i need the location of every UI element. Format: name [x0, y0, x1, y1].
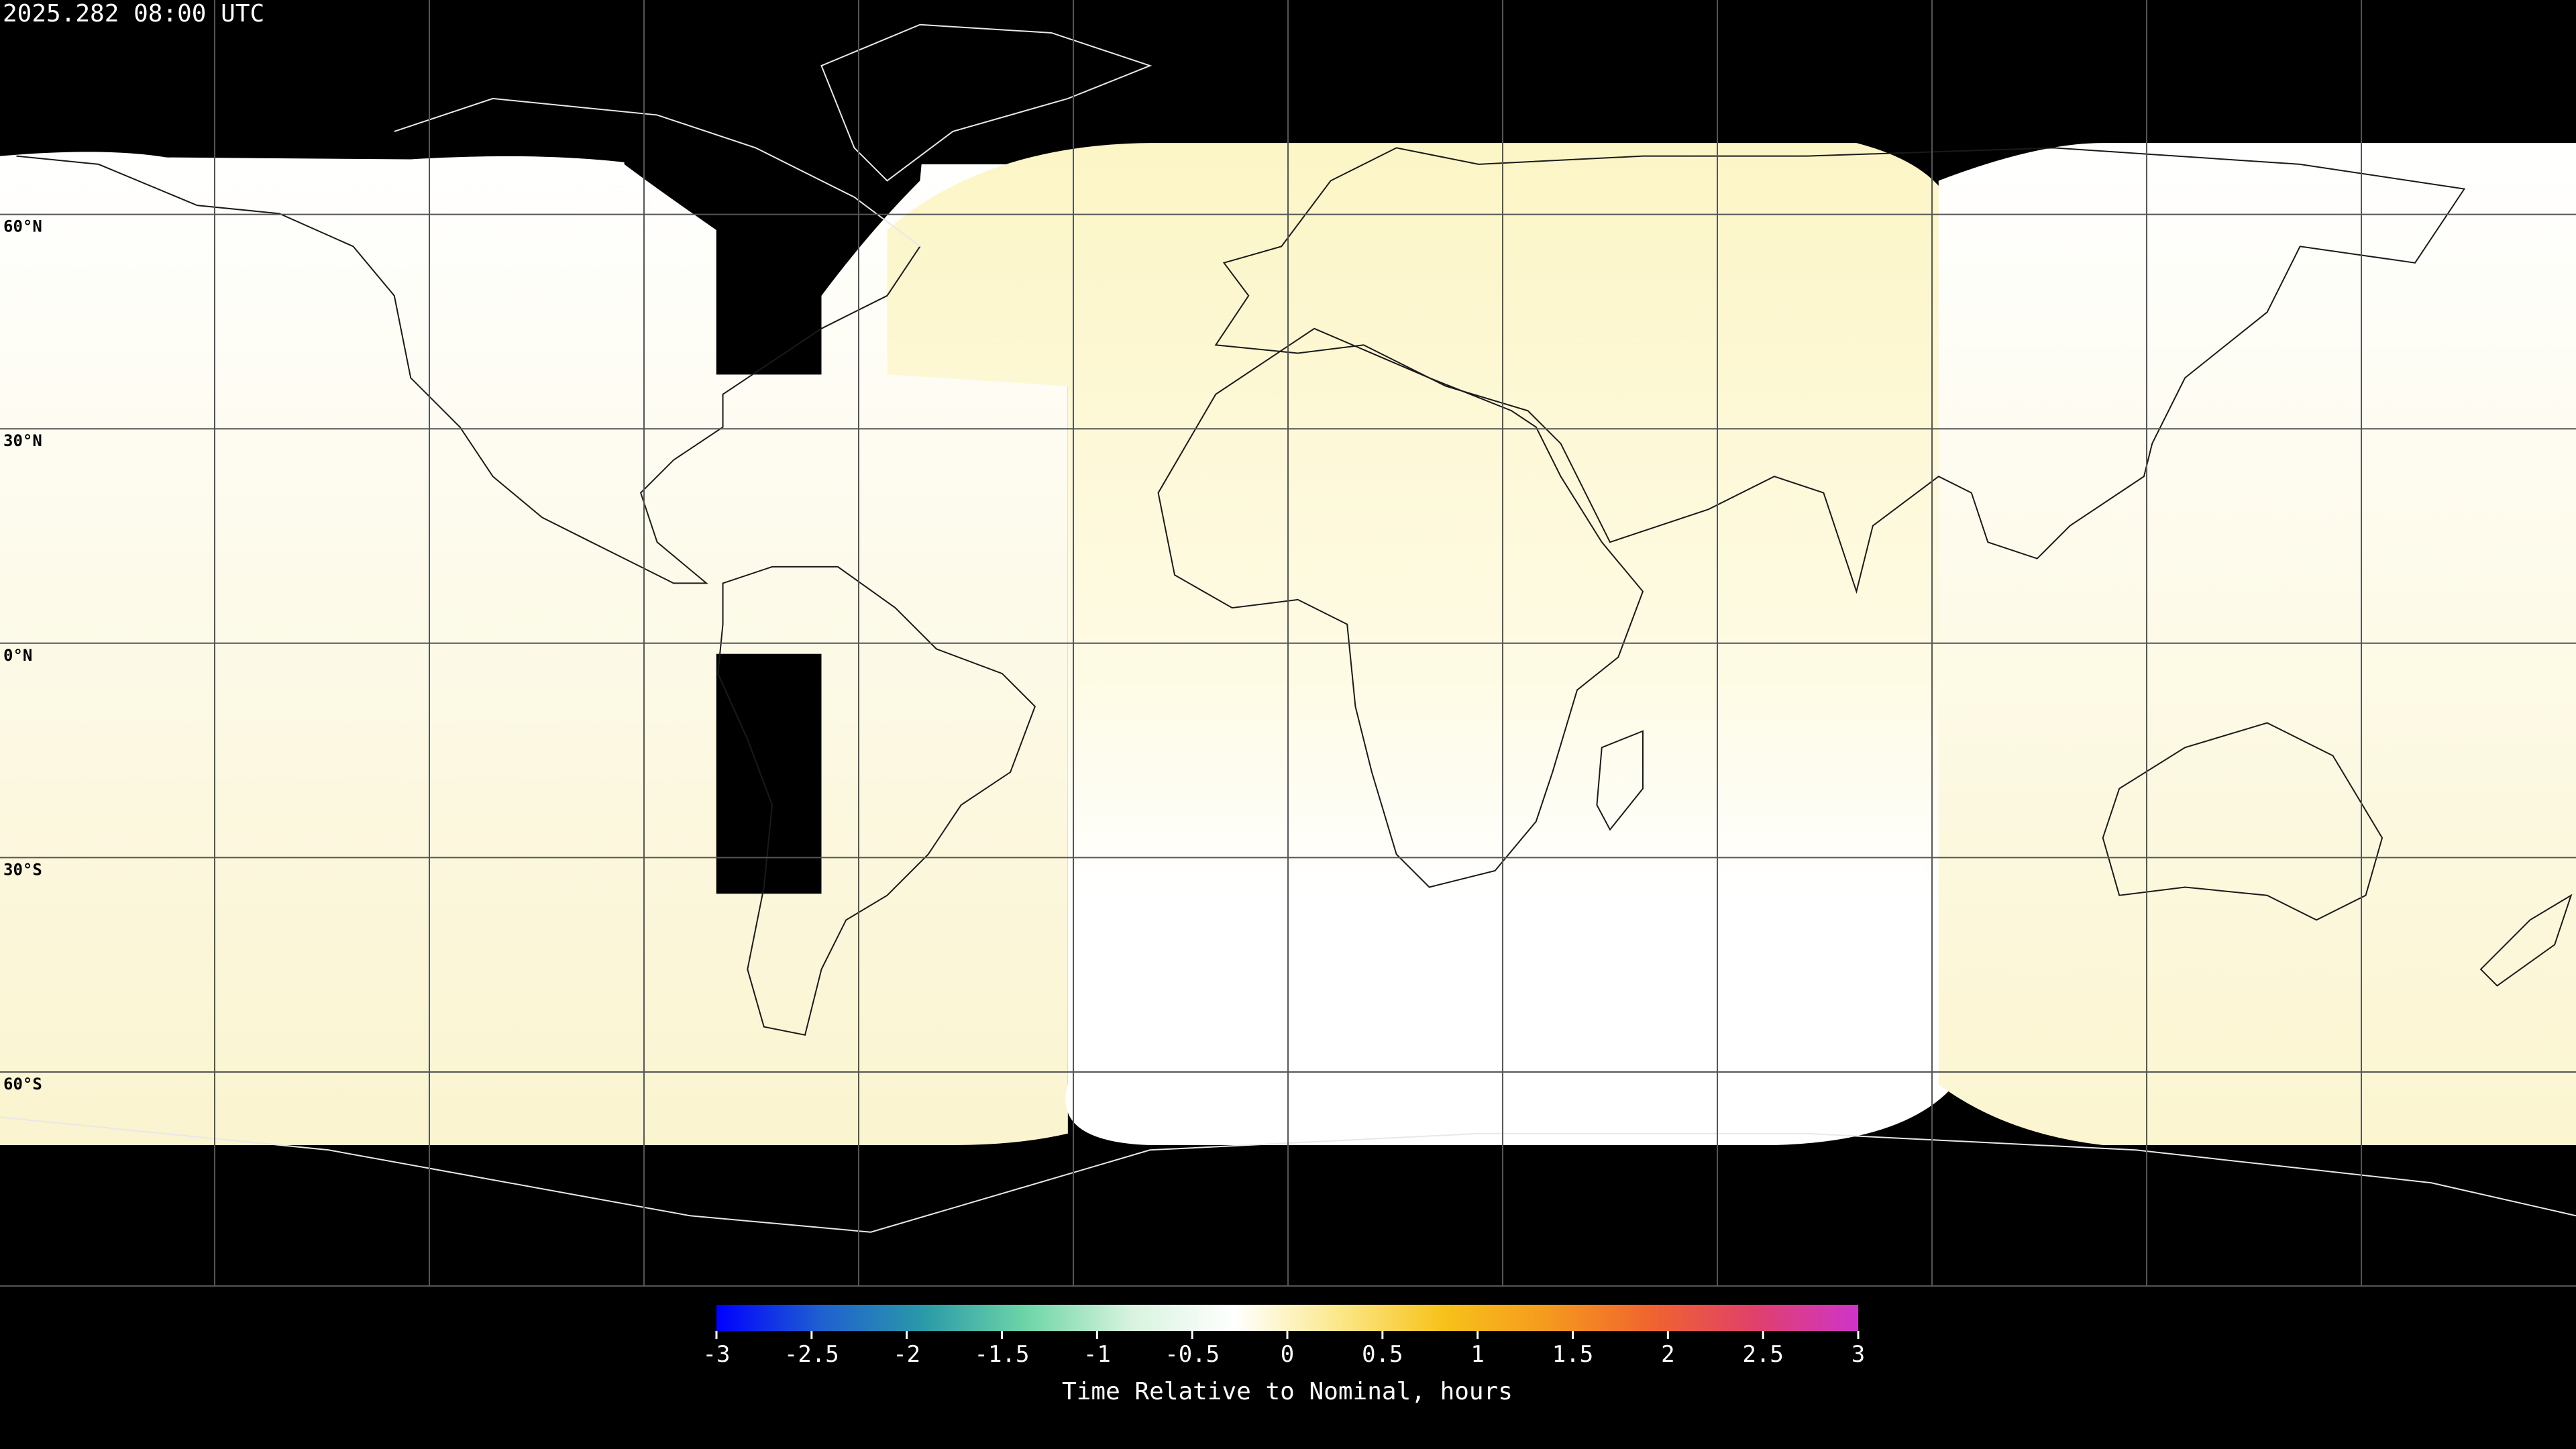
colorbar-tick-label: 1.5 [1552, 1341, 1593, 1368]
coastline [1597, 731, 1643, 830]
colorbar-tick-label: 2.5 [1742, 1341, 1783, 1368]
graticule [0, 0, 2576, 1287]
colorbar-tick-label: 0.5 [1362, 1341, 1403, 1368]
colorbar-tick-label: 1 [1470, 1341, 1484, 1368]
colorbar-tick-label: -1 [1083, 1341, 1111, 1368]
latitude-label: 60°S [3, 1075, 42, 1093]
coastline [1216, 148, 2464, 591]
colorbar [716, 1305, 1858, 1331]
coastline [394, 99, 920, 246]
latitude-label: 60°N [3, 217, 42, 236]
colorbar-tick-label: -1.5 [975, 1341, 1030, 1368]
colorbar-tick-label: -2.5 [784, 1341, 839, 1368]
colorbar-tick-label: 2 [1661, 1341, 1674, 1368]
east-panel [1938, 143, 2576, 1145]
no-data-south [716, 653, 822, 894]
colorbar-label: Time Relative to Nominal, hours [1062, 1378, 1513, 1405]
colorbar-tick-label: -3 [703, 1341, 731, 1368]
coastline [16, 156, 920, 584]
latitude-label: 30°N [3, 431, 42, 450]
coastline [822, 25, 1150, 181]
colorbar-axis: -3 -2.5 -2 -1.5 -1 -0.5 0 0.5 1 1.5 2 2.5 3 [703, 1331, 1865, 1368]
coastline [0, 1117, 2576, 1232]
west-panel-body [0, 152, 1068, 1145]
latitude-label: 30°S [3, 860, 42, 879]
timestamp: 2025.282 08:00 UTC [3, 0, 264, 28]
latitude-labels: 60°N 30°N 0°N 30°S 60°S [3, 217, 42, 1093]
coastline [2481, 896, 2571, 986]
colorbar-tick-label: 0 [1281, 1341, 1294, 1368]
colorbar-tick-label: -0.5 [1165, 1341, 1220, 1368]
coastline [718, 567, 1035, 1035]
map-area [0, 0, 2576, 1287]
central-panel [887, 143, 1955, 1145]
coastline [2103, 723, 2382, 920]
latitude-label: 0°N [3, 646, 32, 665]
colorbar-tick-label: 3 [1851, 1341, 1865, 1368]
coastline [1159, 329, 1643, 888]
colorbar-tick-label: -2 [893, 1341, 920, 1368]
